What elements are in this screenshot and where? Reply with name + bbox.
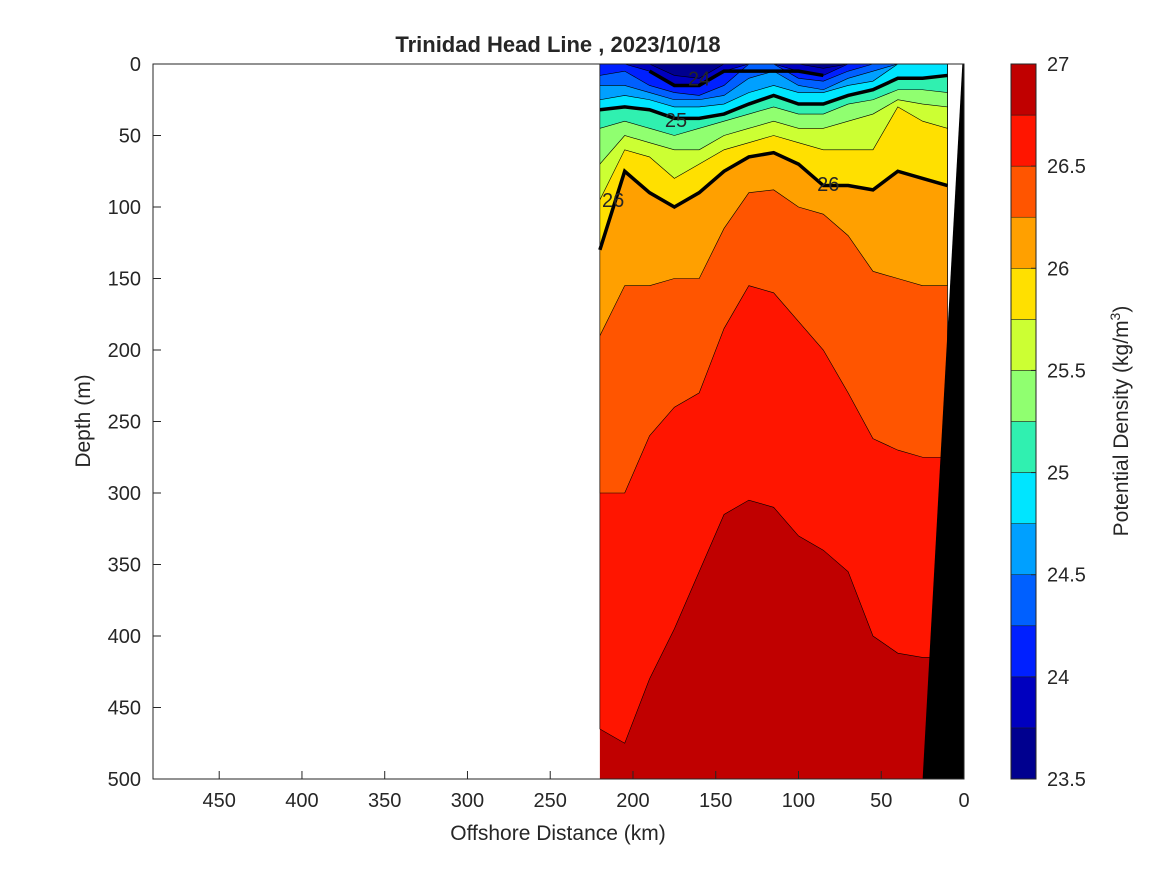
seafloor-bathymetry [922,64,964,779]
colorbar-ticks: 23.5 24 24.5 25 25.5 26 26.5 27 [1031,54,1086,791]
colorbar-swatch [1010,574,1037,627]
y-tick-label: 0 [130,54,141,76]
contour-line-25 [599,73,948,121]
seafloor-shape [922,64,964,779]
y-tick-label: 300 [108,483,141,505]
y-tick-label: 200 [108,340,141,362]
contour-label-24: 24 [688,68,710,90]
colorbar-swatch [1010,268,1037,320]
x-tick-label: 250 [534,790,567,812]
y-tick-label: 100 [108,197,141,219]
colorbar-swatch [1010,114,1037,167]
colorbar-tick-label: 23.5 [1047,769,1086,791]
x-tick-label: 0 [958,790,969,812]
y-axis-label: Depth (m) [72,374,95,467]
y-tick-label: 50 [119,126,141,148]
x-tick-label: 200 [616,790,649,812]
colorbar-swatch [1010,676,1037,729]
x-tick-label: 400 [285,790,318,812]
colorbar-label-main: Potential Density (kg/m [1110,320,1133,536]
contour-line-24 [648,69,824,88]
colorbar-tick-label: 24.5 [1047,565,1086,587]
colorbar-swatch [1010,727,1037,780]
colorbar [1010,63,1037,780]
x-tick-label: 100 [782,790,815,812]
colorbar-tick-label: 26 [1047,258,1069,280]
x-tick-label: 450 [203,790,236,812]
contour-label-25: 25 [665,110,687,132]
x-tick-label: 300 [451,790,484,812]
colorbar-frame [1010,63,1037,780]
colorbar-swatch [1010,523,1037,575]
y-tick-label: 400 [108,626,141,648]
colorbar-swatch [1010,319,1037,371]
colorbar-tick-label: 24 [1047,667,1069,689]
y-tick-label: 500 [108,769,141,791]
contour-line-26 [598,150,948,251]
colorbar-tick-label: 25.5 [1047,360,1086,382]
y-tick-label: 250 [108,412,141,434]
colorbar-swatch [1010,472,1037,524]
colorbar-swatch [1010,625,1037,678]
contour-label-26: 26 [602,190,624,212]
colorbar-tick-label: 27 [1047,54,1069,76]
x-axis-label: Offshore Distance (km) [450,822,666,845]
y-tick-label: 350 [108,555,141,577]
chart-title: Trinidad Head Line , 2023/10/18 [395,32,720,57]
y-tick-label: 450 [108,698,141,720]
x-tick-label: 350 [368,790,401,812]
density-contour-fill [599,63,948,779]
contour-label-26: 26 [817,174,839,196]
x-tick-label: 50 [870,790,892,812]
colorbar-label: Potential Density (kg/m3) [1107,306,1133,537]
x-axis-ticks: 450 400 350 300 250 200 150 100 50 0 [203,771,970,812]
colorbar-label-suffix: ) [1110,306,1133,313]
y-axis-ticks: 0 50 100 150 200 250 300 350 400 450 500 [108,54,161,791]
colorbar-swatch [1010,63,1037,116]
colorbar-swatch [1010,165,1037,218]
colorbar-label-superscript: 3 [1107,312,1123,320]
colorbar-swatch [1010,421,1037,473]
colorbar-tick-label: 25 [1047,463,1069,485]
colorbar-swatch [1010,370,1037,422]
x-tick-label: 150 [699,790,732,812]
colorbar-swatch [1010,216,1037,269]
y-tick-label: 150 [108,269,141,291]
colorbar-tick-label: 26.5 [1047,156,1086,178]
